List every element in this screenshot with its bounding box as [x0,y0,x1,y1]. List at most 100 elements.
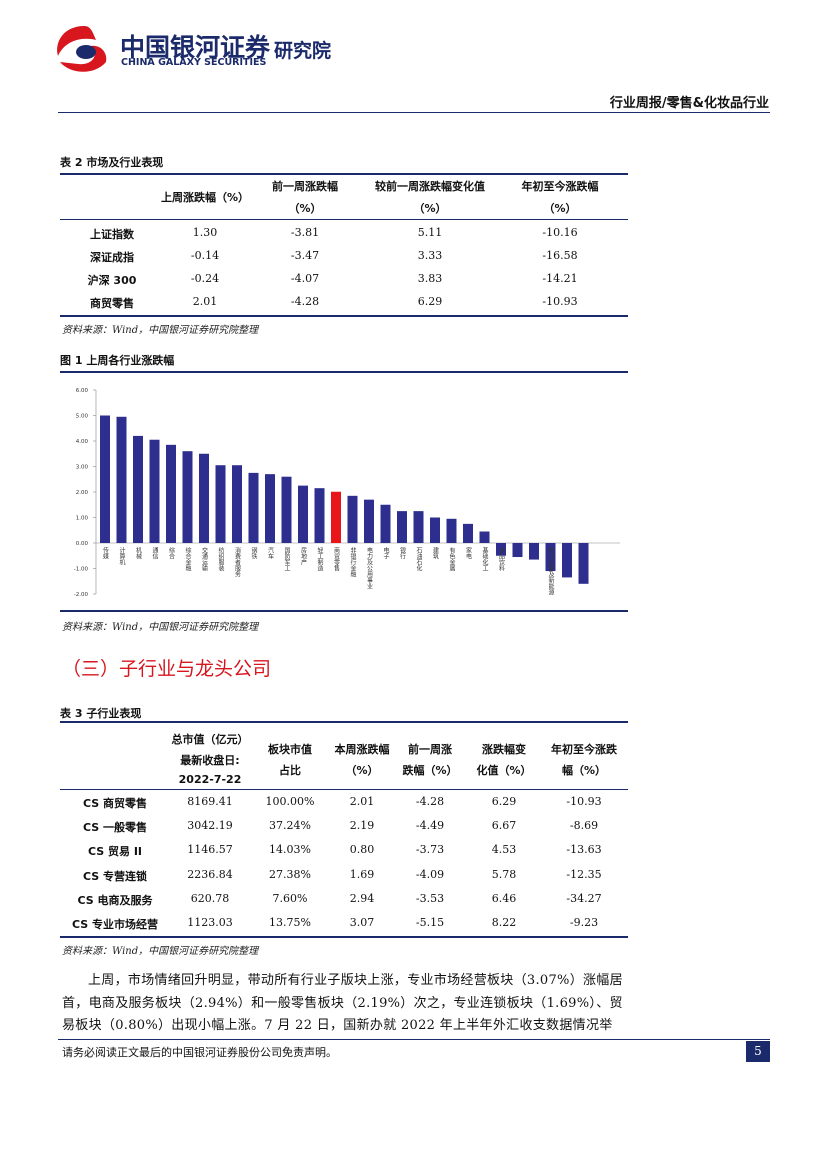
table-cell: -3.81 [290,226,320,239]
table-cell: 27.38% [269,867,311,881]
y-tick-label: -2.00 [74,592,89,598]
bar [298,485,308,543]
column-header: 前一周涨跌幅 [272,180,338,193]
table-cell: 2.01 [349,795,375,808]
section-heading: （三）子行业与龙头公司 [62,658,272,680]
logo-cn: 中国银河证券 [120,33,271,62]
x-tick-label: 综合金融 [184,546,191,572]
figure-rule [60,610,628,612]
bar [380,504,391,543]
table-cell: -3.47 [290,249,320,262]
bar [496,543,506,556]
bar [149,439,160,543]
column-header: （%） [543,202,577,215]
table-cell: 2.94 [349,891,375,905]
x-tick-label: 银行 [399,546,406,560]
table-cell: 4.53 [491,843,517,857]
bar [562,543,572,578]
bar [364,499,374,543]
bar [578,543,589,584]
table-rule [60,315,628,317]
bar [463,523,473,543]
table-cell: 3.07 [349,916,375,929]
table-cell: -4.49 [415,819,445,833]
table-rule [60,721,628,723]
table-cell: -12.35 [566,867,602,881]
table-rule [60,219,628,220]
x-tick-label: 基础化工 [481,546,488,571]
x-tick-label: 建筑 [432,546,439,560]
page-number: 5 [746,1041,770,1062]
table-rule [60,936,628,938]
x-tick-label: 交通运输 [201,546,208,572]
bar [397,511,407,543]
column-header: 前一周涨 [408,743,452,756]
bar [446,518,457,543]
bar [430,517,440,543]
column-header: 化值（%） [476,764,532,777]
bar [413,511,424,543]
table-cell: 14.03% [269,843,311,857]
x-tick-label: 电力及公用事业 [366,546,373,589]
table-cell: 8.22 [491,916,517,929]
table-cell: 0.80 [349,843,375,857]
disclaimer: 请务必阅读正文最后的中国银河证券股份公司免责声明。 [62,1046,337,1059]
y-tick-label: 0.00 [76,541,89,547]
table-cell: 1.30 [192,226,218,239]
x-tick-label: 纺织服装 [217,546,224,572]
y-tick-label: 4.00 [76,439,89,445]
table-cell: 3042.19 [187,819,233,833]
figure-rule [60,371,628,373]
bar [529,543,539,560]
table-cell: -4.28 [415,795,445,808]
row-label: CS 专业市场经营 [71,918,159,931]
source: 资料来源：Wind，中国银河证券研究院整理 [62,946,259,957]
bar [265,474,275,543]
bar [347,495,358,543]
y-tick-label: 1.00 [76,516,89,522]
y-tick-label: -1.00 [74,567,89,573]
x-tick-label: 汽车 [267,546,274,560]
x-tick-label: 机械 [135,546,142,560]
table-cell: 2.19 [349,819,375,833]
bar [512,543,523,558]
column-header: 板块市值 [268,743,312,756]
row-label: CS 专营连锁 [82,869,148,883]
row-label: CS 一般零售 [82,821,148,835]
table-cell: -14.21 [542,272,578,285]
table-cell: 8169.41 [187,795,233,808]
x-tick-label: 通信 [151,546,158,560]
table-cell: -4.28 [290,295,320,308]
x-tick-label: 电子 [382,546,389,559]
bar [248,472,259,543]
table-cell: -9.23 [569,916,599,929]
institute: 研究院 [274,40,332,62]
column-header: （%） [288,202,322,215]
table-cell: 1146.57 [187,843,233,857]
column-header: 较前一周涨跌幅变化值 [375,180,485,193]
source: 资料来源：Wind，中国银河证券研究院整理 [62,622,259,633]
column-header: 最新收盘日: [180,754,240,767]
column-header: 幅（%） [561,764,607,777]
bar [314,488,325,543]
header-rule [58,112,770,113]
table-cell: -5.15 [415,916,445,929]
column-header: 总市值（亿元） [171,733,249,746]
row-label: 深证成指 [90,251,134,264]
table-cell: -0.14 [190,249,220,262]
row-label: 沪深 300 [87,274,137,287]
table-cell: 100.00% [265,795,315,808]
table-cell: 3.33 [417,249,443,262]
table-cell: -4.07 [290,272,320,285]
table-rule [60,789,628,790]
x-tick-label: 有色金属 [448,546,455,572]
table-cell: 2.01 [192,295,218,308]
report-type: 行业周报/零售&化妆品行业 [609,96,769,111]
bar [215,465,226,543]
bar [545,543,556,572]
figure-title: 图 1 上周各行业涨跌幅 [60,354,175,367]
x-tick-label: 消费者服务 [234,546,241,578]
column-header: 本周涨跌幅 [334,743,390,756]
x-tick-label: 计算机 [118,546,125,566]
x-tick-label: 石油石化 [415,547,422,572]
